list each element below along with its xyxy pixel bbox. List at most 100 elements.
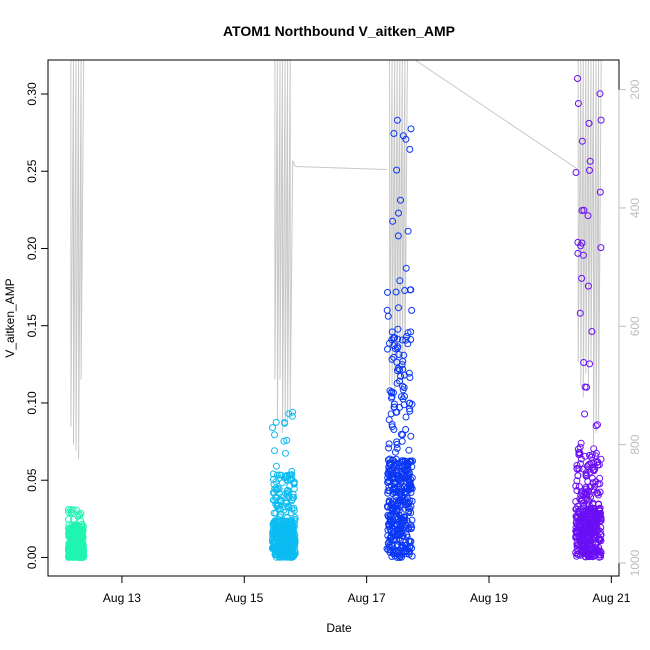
y-tick-label: 0.30 [25,82,39,106]
data-point [269,543,277,551]
data-point [288,471,296,479]
data-point [574,472,582,480]
data-point [288,531,296,539]
data-point [272,529,280,537]
data-point [394,467,402,475]
data-point [582,485,590,493]
data-point [385,444,393,452]
data-point [592,540,600,548]
data-point [281,419,288,427]
data-point [289,408,296,416]
data-point [402,413,410,421]
data-point [73,550,81,558]
data-point [597,524,605,531]
data-point [399,543,407,551]
data-point [573,550,581,558]
data-point [586,513,594,521]
data-point [384,503,392,511]
data-point [594,421,601,429]
data-point [397,196,404,204]
data-point [405,548,413,556]
data-point [578,239,586,247]
data-point [390,334,398,342]
data-point [596,90,604,98]
data-point [585,534,593,542]
data-point [406,457,414,465]
pressure-line-segment-4 [387,60,410,398]
data-point [578,496,585,504]
data-point [74,549,82,557]
data-point [385,513,392,521]
data-point [280,506,288,514]
data-point [400,483,408,490]
data-point [572,169,580,176]
data-point [584,212,592,220]
y-axis-label: V_aitken_AMP [3,278,17,357]
data-point [386,339,393,347]
data-point [592,422,600,430]
data-point [402,485,410,493]
x-tick-label: Aug 21 [592,591,630,605]
data-point [574,75,581,82]
data-point [574,238,582,246]
data-point [572,505,580,513]
data-point [291,551,299,559]
data-point [272,418,280,426]
plot-frame [47,59,620,577]
data-point [586,157,594,165]
data-point [273,471,281,479]
data-point [404,227,412,235]
data-point [286,482,294,490]
pressure-line-segment-6 [577,60,602,445]
y2-tick-label: 400 [628,198,642,218]
pressure-line-segment-1 [70,60,85,460]
right-axis-series-lines [70,60,602,460]
data-point [390,130,398,137]
y-tick-label: 0.10 [25,391,39,415]
data-point [406,286,414,294]
data-point [291,515,299,523]
data-point [389,456,396,464]
data-point [270,509,278,517]
data-point [593,547,601,555]
data-point [400,371,408,379]
data-point [394,365,402,372]
data-point [290,552,298,560]
data-point [269,424,276,432]
data-point [404,329,412,337]
data-point [389,550,397,557]
data-point [592,531,600,539]
data-point [585,491,593,499]
data-point [585,119,593,127]
data-point [275,516,283,524]
data-point [388,393,396,401]
data-point [590,445,598,453]
data-point [401,517,409,524]
data-point [289,553,297,561]
data-point [270,519,278,526]
data-point [394,472,401,480]
y2-tick-label: 800 [628,434,642,454]
data-point [591,466,599,474]
data-point [388,520,396,528]
data-point [273,503,281,510]
data-points [64,75,605,561]
data-point [399,382,407,390]
data-point [272,478,280,486]
data-point [277,527,285,535]
data-point [272,520,280,528]
data-point [389,525,397,533]
data-point [384,478,392,486]
data-point [588,520,596,528]
data-point [65,531,73,539]
data-point [397,372,405,380]
data-point [394,325,402,333]
data-point [407,509,415,517]
data-point [68,508,76,516]
data-point [70,515,78,523]
data-point [399,336,406,344]
pressure-line-segment-2 [274,60,296,433]
data-point [275,548,283,556]
data-point [582,540,590,548]
data-point [585,497,593,505]
